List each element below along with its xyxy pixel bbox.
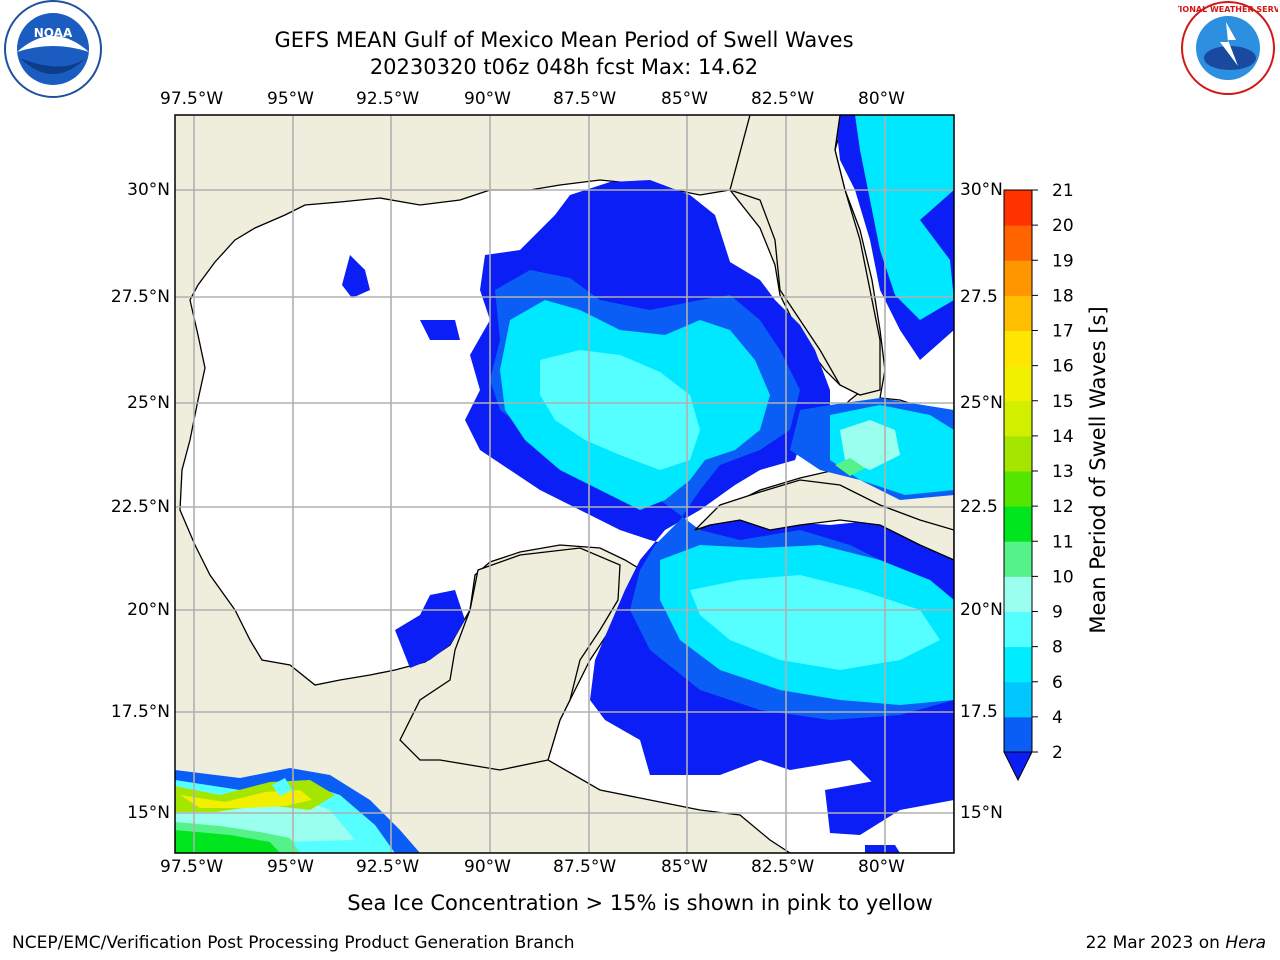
colorbar-tick-label: 21 — [1052, 181, 1074, 201]
yucatan — [399, 547, 621, 771]
colorbar-segment — [1004, 541, 1032, 577]
colorbar-segment — [1004, 435, 1032, 472]
colorbar-tick-label: 10 — [1052, 567, 1074, 587]
colorbar-segment — [1004, 330, 1032, 367]
lat-label-right: 22.5 — [960, 497, 998, 517]
colorbar-segment — [1004, 611, 1032, 648]
lat-label-right: 27.5 — [960, 287, 998, 307]
lon-label-top: 85°W — [661, 89, 708, 109]
colorbar-tick-label: 9 — [1052, 603, 1063, 623]
colorbar-segment — [1004, 260, 1032, 296]
colorbar-extend-arrow — [1003, 751, 1033, 782]
lon-label-bottom: 97.5°W — [160, 857, 224, 877]
chart-title: GEFS MEAN Gulf of Mexico Mean Period of … — [274, 28, 854, 52]
colorbar-segment — [1004, 646, 1032, 683]
lon-label-bottom: 87.5°W — [553, 857, 617, 877]
sea-ice-note-text: Sea Ice Concentration > 15% is shown in … — [347, 891, 933, 915]
map-frame — [174, 114, 955, 854]
lat-label-left: 17.5°N — [110, 702, 170, 722]
colorbar-tick-label: 14 — [1052, 427, 1074, 447]
colorbar-tick-label: 17 — [1052, 322, 1074, 342]
colorbar-tick-label: 18 — [1052, 286, 1074, 306]
pacific-swell — [175, 768, 420, 853]
colorbar-segment — [1004, 506, 1032, 542]
lat-label-left: 20°N — [127, 600, 170, 620]
colorbar-segment — [1004, 400, 1032, 437]
colorbar-tick-label: 11 — [1052, 532, 1074, 552]
colorbar-tick-label: 15 — [1052, 392, 1074, 412]
colorbar-label: Mean Period of Swell Waves [s] — [1086, 306, 1110, 634]
colorbar-segment — [1004, 225, 1032, 261]
florida — [729, 115, 881, 396]
footer-host: Hera — [1225, 933, 1266, 953]
colorbar-tick-label: 6 — [1052, 673, 1063, 693]
lon-label-bottom: 92.5°W — [356, 857, 420, 877]
lat-label-left: 25°N — [127, 393, 170, 413]
colorbar-tick-label: 16 — [1052, 357, 1074, 377]
colorbar-segment — [1004, 365, 1032, 402]
colorbar: 2 4 6 8 9 10 11 12 13 14 15 16 17 18 19 20 21 — [1003, 181, 1074, 782]
colorbar-tick-label: 4 — [1052, 708, 1063, 728]
lon-label-top: 82.5°W — [751, 89, 815, 109]
lat-label-right: 15°N — [960, 803, 1003, 823]
sea-ice-note: Sea Ice Concentration > 15% is shown in … — [0, 891, 1280, 915]
colorbar-tick-label: 2 — [1052, 743, 1063, 763]
footer-date: 22 Mar 2023 on — [1085, 933, 1226, 953]
lon-label-top: 80°W — [858, 89, 905, 109]
nws-logo-text: NATIONAL WEATHER SERVICE — [1178, 5, 1278, 14]
colorbar-segment — [1004, 576, 1032, 612]
graticule — [175, 115, 954, 853]
colorbar-segment — [1004, 295, 1032, 331]
colorbar-segment — [1004, 681, 1032, 718]
colorbar-segment — [1004, 716, 1032, 753]
lat-label-right: 20°N — [960, 600, 1003, 620]
noaa-logo-icon: NOAA — [4, 0, 102, 98]
lon-label-bottom: 82.5°W — [751, 857, 815, 877]
nws-logo-icon: NATIONAL WEATHER SERVICE — [1178, 1, 1278, 95]
lat-label-right: 25°N — [960, 393, 1003, 413]
colorbar-tick-label: 12 — [1052, 497, 1074, 517]
lon-label-top: 92.5°W — [356, 89, 420, 109]
lat-label-right: 17.5 — [960, 702, 998, 722]
lat-label-left: 30°N — [127, 180, 170, 200]
lon-label-top: 87.5°W — [553, 89, 617, 109]
lon-label-bottom: 90°W — [464, 857, 511, 877]
lat-label-left: 15°N — [127, 803, 170, 823]
footer-left: NCEP/EMC/Verification Post Processing Pr… — [12, 933, 575, 953]
chart-subtitle: 20230320 t06z 048h fcst Max: 14.62 — [369, 55, 759, 79]
colorbar-tick-label: 13 — [1052, 462, 1074, 482]
colorbar-tick-label: 19 — [1052, 251, 1074, 271]
lat-label-left: 22.5°N — [110, 497, 170, 517]
swell-field — [342, 115, 954, 853]
colorbar-segment — [1004, 471, 1032, 507]
lon-label-bottom: 80°W — [858, 857, 905, 877]
lon-label-top: 97.5°W — [160, 89, 224, 109]
lon-label-top: 95°W — [267, 89, 314, 109]
colorbar-segment — [1004, 190, 1032, 226]
footer-right: 22 Mar 2023 on Hera — [1086, 933, 1266, 953]
colorbar-tick-label: 20 — [1052, 216, 1074, 236]
noaa-logo-text: NOAA — [34, 26, 73, 40]
lat-label-left: 27.5°N — [110, 287, 170, 307]
lon-label-top: 90°W — [464, 89, 511, 109]
lon-label-bottom: 85°W — [661, 857, 708, 877]
lat-label-right: 30°N — [960, 180, 1003, 200]
colorbar-tick-label: 8 — [1052, 638, 1063, 658]
lon-label-bottom: 95°W — [267, 857, 314, 877]
